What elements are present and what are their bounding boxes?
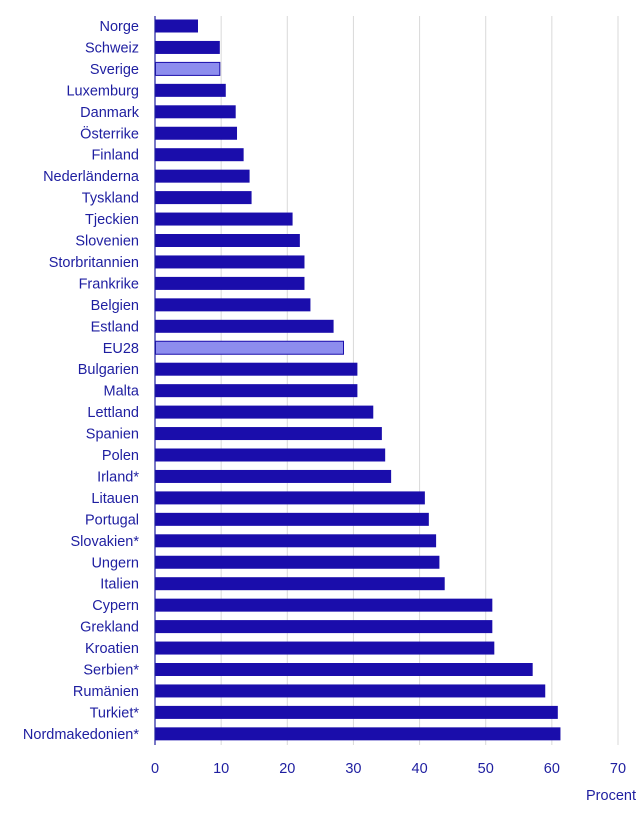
x-tick-label: 30 bbox=[345, 761, 361, 777]
bar bbox=[155, 684, 546, 698]
bar bbox=[155, 19, 198, 33]
bar bbox=[155, 512, 429, 526]
x-tick-label: 10 bbox=[213, 761, 229, 777]
category-label: EU28 bbox=[103, 341, 139, 357]
category-label: Luxemburg bbox=[66, 83, 139, 99]
category-label: Kroatien bbox=[85, 641, 139, 657]
bar bbox=[155, 598, 493, 612]
category-label: Ungern bbox=[91, 555, 139, 571]
x-axis-ticks: 0 10 20 30 40 50 60 70 bbox=[151, 761, 626, 777]
category-labels: Norge Schweiz Sverige Luxemburg Danmark Öster… bbox=[23, 19, 140, 743]
category-label: Serbien* bbox=[83, 663, 139, 679]
bar bbox=[155, 727, 561, 741]
bar bbox=[155, 384, 358, 398]
bar bbox=[155, 448, 386, 462]
category-label: Spanien bbox=[86, 427, 139, 443]
category-label: Bulgarien bbox=[78, 362, 139, 378]
category-label: Slovenien bbox=[75, 234, 139, 250]
bar bbox=[155, 255, 305, 269]
category-label: Schweiz bbox=[85, 40, 139, 56]
category-label: Nordmakedonien* bbox=[23, 727, 139, 743]
category-label: Italien bbox=[100, 577, 139, 593]
bar bbox=[155, 491, 425, 505]
bar bbox=[155, 362, 358, 376]
category-label: Rumänien bbox=[73, 684, 139, 700]
bar bbox=[155, 469, 392, 483]
category-label: Danmark bbox=[80, 105, 140, 121]
category-label: Litauen bbox=[91, 491, 139, 507]
bar bbox=[155, 276, 305, 290]
bar bbox=[155, 705, 558, 719]
category-label: Tjeckien bbox=[85, 212, 139, 228]
bar bbox=[155, 298, 311, 312]
grid-lines bbox=[220, 16, 619, 745]
x-axis-title: Procent bbox=[586, 788, 636, 804]
category-label: Malta bbox=[104, 384, 140, 400]
category-label: Lettland bbox=[87, 405, 139, 421]
bar bbox=[155, 148, 244, 162]
bar bbox=[155, 427, 382, 441]
category-label: Irland* bbox=[97, 469, 139, 485]
category-label: Cypern bbox=[92, 598, 139, 614]
bar bbox=[155, 577, 445, 591]
category-label: Nederländerna bbox=[43, 169, 140, 185]
x-tick-label: 40 bbox=[412, 761, 428, 777]
bar bbox=[155, 555, 440, 569]
bar bbox=[155, 191, 252, 205]
bar bbox=[155, 83, 226, 97]
category-label: Belgien bbox=[91, 298, 139, 314]
category-label: Storbritannien bbox=[49, 255, 139, 271]
category-label: Österrike bbox=[80, 124, 139, 142]
bar bbox=[155, 126, 238, 140]
category-label: Polen bbox=[102, 448, 139, 464]
bar bbox=[155, 405, 374, 419]
bar bbox=[155, 105, 236, 119]
category-label: Grekland bbox=[80, 620, 139, 636]
bar bbox=[155, 234, 300, 247]
bar bbox=[155, 319, 334, 333]
bar bbox=[155, 340, 345, 355]
category-label: Sverige bbox=[90, 62, 139, 78]
x-tick-label: 50 bbox=[478, 761, 494, 777]
category-label: Turkiet* bbox=[90, 705, 140, 721]
category-label: Estland bbox=[91, 319, 139, 335]
bar bbox=[155, 212, 293, 226]
bar bbox=[155, 169, 250, 183]
category-label: Portugal bbox=[85, 512, 139, 528]
category-label: Tyskland bbox=[82, 191, 139, 207]
bar bbox=[155, 620, 493, 634]
x-tick-label: 60 bbox=[544, 761, 560, 777]
bar bbox=[155, 61, 221, 76]
category-label: Norge bbox=[100, 19, 140, 35]
bars bbox=[155, 19, 561, 741]
bar bbox=[155, 641, 495, 655]
category-label: Finland bbox=[91, 148, 139, 164]
category-label: Frankrike bbox=[79, 276, 139, 292]
bar bbox=[155, 40, 220, 54]
category-label: Slovakien* bbox=[70, 534, 139, 550]
x-tick-label: 0 bbox=[151, 761, 159, 777]
x-tick-label: 20 bbox=[279, 761, 295, 777]
bar bbox=[155, 663, 533, 676]
bar bbox=[155, 534, 437, 548]
x-tick-label: 70 bbox=[610, 761, 626, 777]
